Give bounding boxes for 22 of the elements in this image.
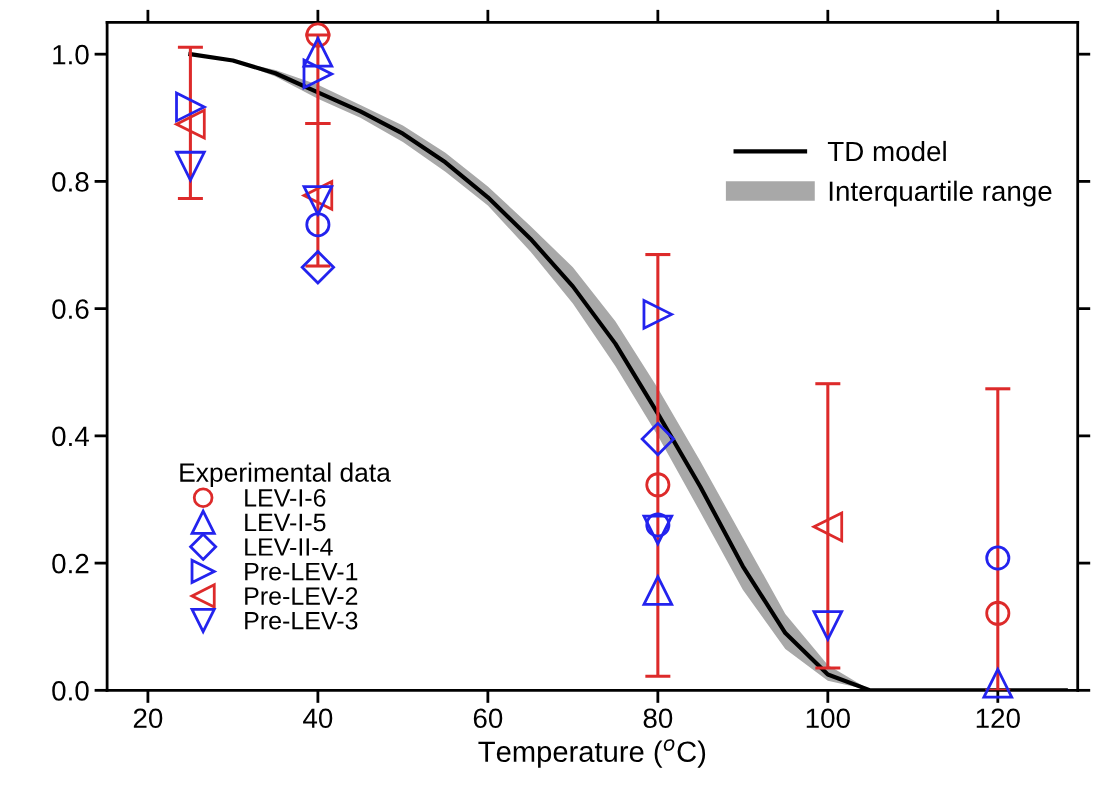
y-tick-label: 0.6 [52, 299, 89, 319]
y-tick-label: 1.0 [53, 44, 89, 65]
legend-label: Pre-LEV-3 [245, 611, 358, 630]
x-tick-label: 60 [473, 708, 503, 729]
y-tick-label: 0.4 [52, 426, 89, 447]
legend-label: LEV-II-4 [245, 538, 333, 556]
x-tick-label: 80 [643, 708, 673, 729]
x-tick-label: 40 [303, 708, 333, 729]
legend-title: Experimental data [180, 462, 391, 488]
y-tick-label: 0.8 [52, 172, 89, 192]
x-tick-label: 120 [976, 708, 1020, 729]
legend-label: TD model [827, 140, 946, 162]
y-tick-label: 0.0 [52, 681, 89, 701]
y-tick-label: 0.2 [52, 553, 89, 574]
x-axis-title: Temperature ($^{o}$C) [478, 739, 706, 768]
legend-label: Pre-LEV-1 [245, 562, 358, 581]
legend-label: LEV-I-5 [245, 513, 326, 532]
legend-label: Pre-LEV-2 [245, 587, 358, 605]
legend-label: LEV-I-6 [245, 489, 326, 507]
x-tick-label: 100 [806, 708, 850, 729]
annotation: Interquartile range [829, 180, 1052, 207]
x-tick-label: 20 [133, 708, 163, 729]
